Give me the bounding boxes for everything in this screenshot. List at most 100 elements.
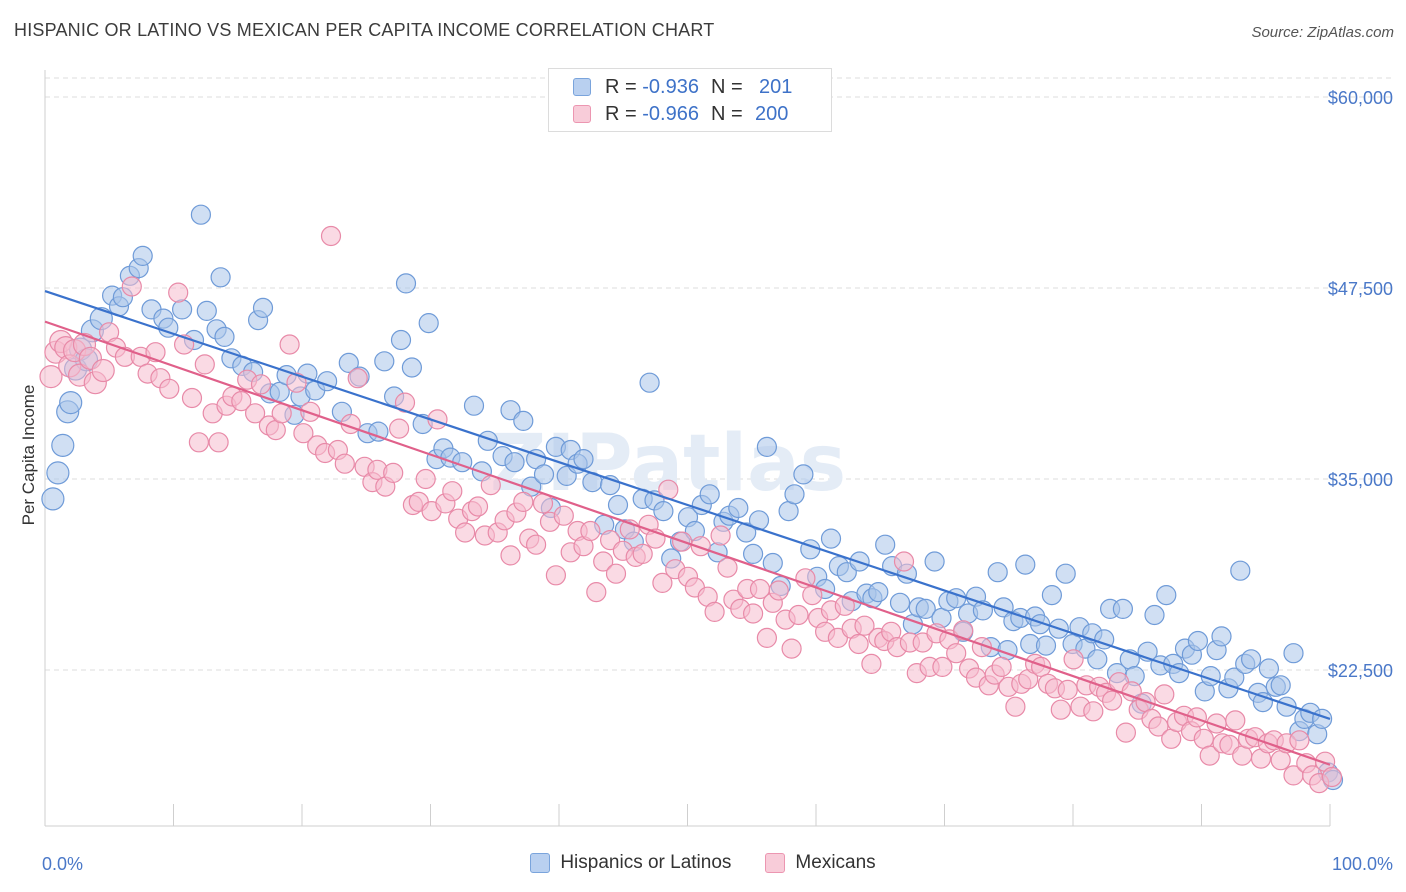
data-point-hispanics	[401, 357, 422, 378]
series-legend: Hispanics or Latinos Mexicans	[0, 852, 1406, 874]
legend-item-mexicans[interactable]: Mexicans	[765, 852, 876, 874]
data-point-hispanics	[728, 497, 749, 519]
data-point-mexicans	[347, 368, 368, 389]
data-point-hispanics	[1230, 560, 1251, 581]
axes	[44, 70, 1331, 827]
legend-n-value: 200	[755, 102, 789, 125]
data-point-hispanics	[1168, 662, 1190, 684]
data-point-mexicans	[768, 580, 789, 601]
data-point-hispanics	[924, 551, 945, 572]
legend-label-hispanics: Hispanics or Latinos	[560, 852, 732, 873]
data-point-hispanics	[374, 351, 395, 372]
data-point-hispanics	[338, 352, 359, 373]
correlation-legend: R = -0.936 N = 201 R = -0.966 N = 200	[548, 68, 832, 132]
data-point-mexicans	[781, 638, 802, 659]
data-point-mexicans	[467, 496, 489, 517]
data-point-hispanics	[1211, 626, 1232, 647]
tick-labels: $22,500 $35,000 $47,500 $60,000 0.0% 100.0%	[42, 88, 1393, 874]
data-point-mexicans	[854, 615, 875, 636]
legend-label-mexicans: Mexicans	[795, 852, 876, 873]
data-point-mexicans	[121, 276, 142, 297]
data-point-mexicans	[991, 656, 1012, 678]
data-point-mexicans	[159, 378, 180, 399]
data-point-mexicans	[1101, 690, 1123, 711]
data-point-mexicans	[39, 365, 63, 389]
legend-row-mexicans: R = -0.966 N = 200	[573, 101, 788, 127]
data-point-mexicans	[1186, 707, 1208, 728]
data-point-hispanics	[252, 297, 274, 318]
data-point-mexicans	[415, 468, 436, 490]
data-point-hispanics	[214, 326, 235, 347]
data-point-hispanics	[269, 381, 290, 402]
data-point-hispanics	[607, 494, 629, 516]
data-point-hispanics	[158, 317, 179, 338]
data-point-mexicans	[545, 565, 567, 586]
legend-n-label: N =	[711, 75, 743, 98]
data-point-hispanics	[132, 245, 153, 266]
data-point-hispanics	[889, 592, 911, 613]
data-point-mexicans	[593, 551, 614, 572]
chart-title: HISPANIC OR LATINO VS MEXICAN PER CAPITA…	[14, 20, 715, 40]
data-point-mexicans	[293, 423, 314, 444]
data-point-mexicans	[1225, 710, 1246, 731]
data-point-hispanics	[1041, 584, 1063, 606]
data-point-mexicans	[168, 282, 189, 303]
series-mexicans-points	[39, 225, 1343, 794]
data-point-hispanics	[395, 273, 417, 294]
data-point-mexicans	[513, 491, 534, 512]
data-point-hispanics	[784, 484, 805, 505]
data-point-mexicans	[279, 334, 300, 355]
data-point-mexicans	[652, 572, 673, 594]
data-point-hispanics	[653, 501, 674, 522]
data-point-mexicans	[208, 432, 229, 453]
data-point-mexicans	[1321, 766, 1343, 788]
data-point-mexicans	[605, 563, 627, 584]
data-point-mexicans	[788, 604, 809, 626]
legend-item-hispanics[interactable]: Hispanics or Latinos	[530, 852, 731, 874]
trend-lines	[44, 290, 1331, 766]
data-point-hispanics	[736, 522, 757, 543]
data-point-mexicans	[1050, 699, 1071, 720]
data-point-hispanics	[1029, 614, 1051, 635]
data-point-hispanics	[533, 464, 555, 485]
data-point-mexicans	[245, 403, 266, 424]
data-point-hispanics	[504, 452, 525, 473]
data-point-hispanics	[190, 204, 211, 225]
data-point-mexicans	[861, 653, 882, 675]
data-point-mexicans	[932, 656, 953, 678]
data-point-mexicans	[231, 391, 252, 412]
data-point-mexicans	[250, 374, 272, 395]
legend-r-label: R =	[605, 75, 637, 98]
data-point-mexicans	[893, 551, 915, 572]
y-tick-label: $47,500	[1328, 279, 1393, 299]
data-point-mexicans	[1289, 730, 1310, 751]
data-point-mexicans	[1193, 728, 1214, 749]
data-point-mexicans	[1115, 722, 1137, 743]
data-point-hispanics	[46, 461, 70, 485]
data-point-mexicans	[553, 505, 574, 526]
data-point-hispanics	[418, 313, 439, 334]
data-point-mexicans	[455, 522, 476, 543]
data-point-mexicans	[946, 643, 967, 664]
source-label: Source: ZipAtlas.com	[1251, 24, 1394, 41]
data-point-hispanics	[793, 464, 814, 485]
data-point-mexicans	[1057, 679, 1078, 701]
trend-line-mexicans	[44, 320, 1331, 766]
data-point-mexicans	[300, 401, 321, 422]
data-point-hispanics	[172, 299, 193, 320]
legend-r-value: -0.966	[642, 102, 699, 125]
data-point-mexicans	[286, 372, 307, 393]
data-point-mexicans	[1148, 716, 1169, 737]
data-point-mexicans	[91, 358, 115, 383]
data-point-mexicans	[1083, 701, 1104, 722]
data-point-hispanics	[868, 581, 889, 603]
data-point-mexicans	[848, 633, 869, 655]
data-point-hispanics	[368, 421, 389, 442]
data-point-mexicans	[442, 481, 463, 502]
data-point-hispanics	[987, 562, 1008, 583]
trend-line-hispanics	[44, 290, 1331, 720]
data-point-mexicans	[188, 432, 209, 453]
legend-r-label: R =	[605, 102, 637, 125]
data-point-hispanics	[639, 372, 660, 393]
